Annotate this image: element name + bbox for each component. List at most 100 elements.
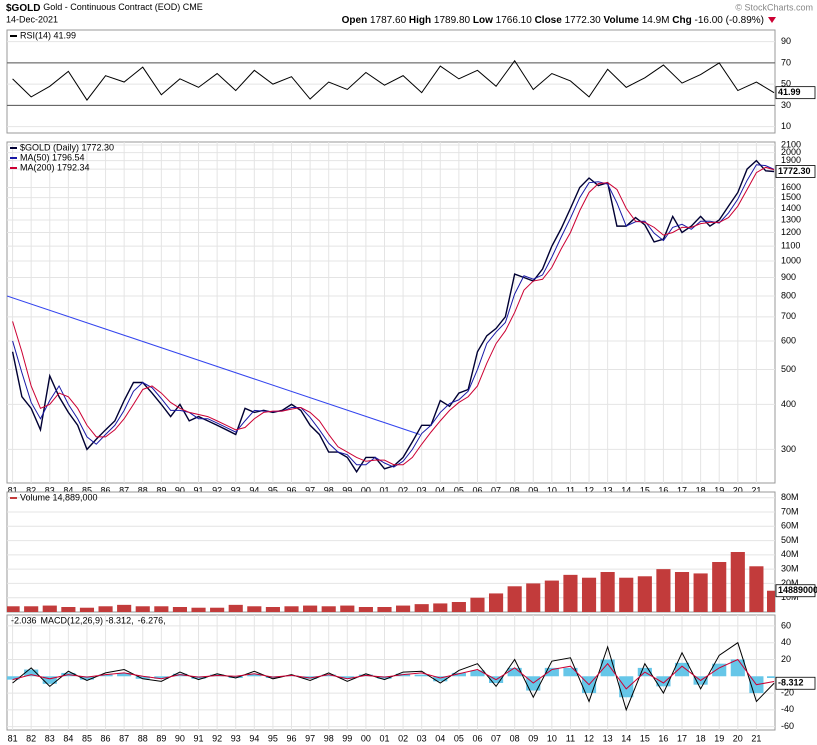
- bar: [79, 607, 95, 612]
- y-tick-label: 60M: [781, 521, 799, 531]
- bar: [154, 606, 169, 612]
- legend-entry: -6.276,: [138, 615, 166, 625]
- x-tick-label: 88: [138, 733, 148, 743]
- x-tick-label: 98: [324, 485, 334, 495]
- x-tick-label: 03: [417, 733, 427, 743]
- x-tick-label: 84: [63, 485, 73, 495]
- last-value-box: [775, 584, 816, 598]
- bar: [544, 580, 559, 612]
- y-tick-label: 1600: [781, 182, 801, 192]
- x-tick-label: 86: [101, 485, 111, 495]
- x-tick-label: 12: [584, 485, 594, 495]
- x-tick-label: 15: [640, 733, 650, 743]
- quote-label: Close: [535, 15, 563, 26]
- x-tick-label: 98: [324, 733, 334, 743]
- bar: [321, 606, 336, 612]
- x-tick-label: 14: [621, 485, 631, 495]
- x-tick-label: 13: [603, 733, 613, 743]
- bar: [488, 593, 504, 612]
- panel: [6, 141, 776, 484]
- x-tick-label: 06: [472, 485, 482, 495]
- bar: [637, 576, 652, 612]
- x-tick-label: 08: [510, 733, 520, 743]
- y-tick-label: -60: [781, 721, 794, 731]
- bar: [247, 673, 262, 677]
- bar: [507, 667, 522, 677]
- x-tick-label: 11: [566, 733, 575, 743]
- bar: [7, 606, 20, 612]
- quote-value: 1772.30: [565, 15, 602, 26]
- bar: [24, 669, 39, 677]
- y-tick-label: 1200: [781, 227, 801, 237]
- x-tick-label: 13: [603, 485, 613, 495]
- series-line: [11, 159, 775, 474]
- quote-label: Low: [473, 15, 493, 26]
- last-value-box: [775, 165, 816, 178]
- bar: [303, 605, 318, 612]
- quote-value: 14.9M: [642, 15, 670, 26]
- x-tick-label: 17: [677, 733, 687, 743]
- x-tick-label: 89: [156, 485, 166, 495]
- x-tick-label: 11: [566, 485, 575, 495]
- y-tick-label: 60: [781, 620, 791, 630]
- y-tick-label: 30: [781, 100, 791, 110]
- x-tick-label: 97: [305, 485, 315, 495]
- bar: [7, 676, 20, 680]
- x-tick-label: 00: [361, 485, 371, 495]
- bar: [284, 606, 299, 612]
- bar: [451, 672, 466, 677]
- y-tick-label: 900: [781, 272, 796, 282]
- legend-entry: -2.036: [11, 615, 37, 625]
- y-tick-label: 300: [781, 444, 796, 454]
- bar: [135, 606, 150, 612]
- bar: [265, 607, 280, 612]
- legend-entry: Volume 14,889,000: [20, 492, 98, 502]
- x-tick-label: 96: [287, 485, 297, 495]
- bar: [563, 574, 578, 612]
- x-tick-label: 20: [733, 733, 743, 743]
- x-tick-label: 83: [45, 733, 55, 743]
- series-line: [12, 166, 775, 466]
- x-tick-label: 16: [658, 733, 668, 743]
- x-tick-label: 18: [696, 485, 706, 495]
- quote-label: Chg: [672, 15, 691, 26]
- quote-value: 1787.60: [370, 15, 407, 26]
- x-tick-label: 97: [305, 733, 315, 743]
- x-tick-label: 20: [733, 485, 743, 495]
- x-tick-label: 93: [231, 733, 241, 743]
- bar: [154, 676, 169, 679]
- bar: [656, 569, 671, 612]
- y-tick-label: 700: [781, 311, 796, 321]
- bar: [619, 577, 634, 612]
- legend-entry: RSI(14) 41.99: [20, 30, 76, 40]
- x-tick-label: 99: [342, 733, 352, 743]
- y-tick-label: 1300: [781, 214, 801, 224]
- quote-value: -16.00 (-0.89%): [695, 15, 764, 26]
- y-tick-label: 20M: [781, 578, 799, 588]
- x-tick-label: 91: [194, 733, 204, 743]
- x-tick-label: 91: [194, 485, 204, 495]
- x-tick-label: 10: [547, 485, 557, 495]
- bar: [210, 607, 225, 612]
- y-tick-label: 80M: [781, 492, 799, 502]
- plot-area: [7, 641, 775, 712]
- last-value-label: 1772.30: [778, 166, 811, 176]
- bar: [340, 676, 355, 679]
- y-tick-label: 20: [781, 654, 791, 664]
- bar: [396, 605, 411, 612]
- x-tick-label: 01: [379, 733, 389, 743]
- x-tick-label: 95: [268, 733, 278, 743]
- x-tick-label: 04: [435, 485, 445, 495]
- x-tick-label: 96: [287, 733, 297, 743]
- bar: [42, 676, 57, 684]
- bar: [98, 674, 113, 677]
- trend-line: [7, 295, 420, 435]
- bar: [414, 604, 429, 612]
- x-tick-label: 09: [528, 733, 538, 743]
- series-line: [12, 658, 775, 690]
- x-tick-label: 14: [621, 733, 631, 743]
- bar: [24, 606, 39, 612]
- series-line: [12, 59, 775, 101]
- x-tick-label: 87: [119, 485, 129, 495]
- y-tick-label: 400: [781, 399, 796, 409]
